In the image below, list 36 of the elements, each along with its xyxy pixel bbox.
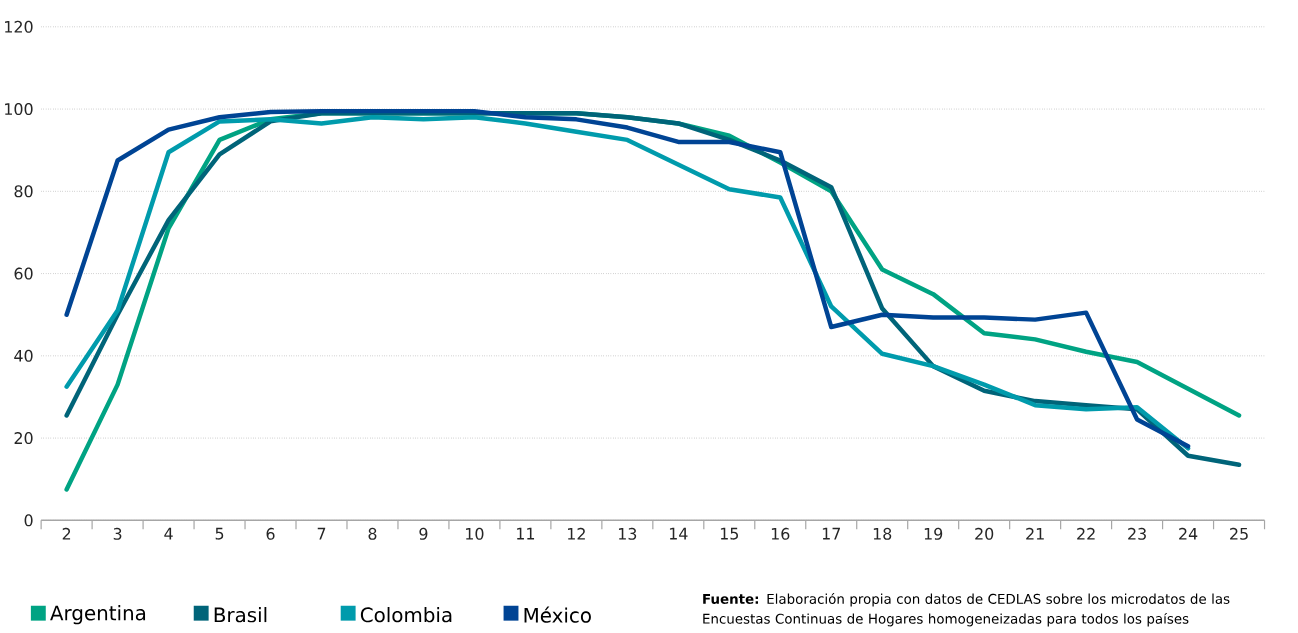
legend-label: México [524,606,591,623]
y-tick-label: 0 [24,514,33,527]
x-tick-label: 11 [517,528,535,540]
x-tick-label: 12 [568,528,585,540]
x-tick-label: 9 [419,528,428,541]
legend-label: Colombia [360,607,452,623]
x-tick-label: 15 [720,528,739,540]
x-tick-label: 2 [62,528,71,540]
legend-label: Brasil [214,607,267,623]
x-tick-label: 10 [466,528,484,541]
x-tick-label: 19 [924,528,943,541]
y-tick-label: 20 [14,432,33,445]
x-tick-label: 17 [822,528,840,540]
x-tick-label: 13 [618,528,637,541]
y-tick-label: 40 [14,350,33,363]
x-tick-label: 4 [164,528,173,540]
legend-label: Argentina [50,605,146,625]
x-tick-label: 6 [266,528,275,541]
y-tick-label: 120 [5,21,33,34]
x-tick-label: 22 [1077,528,1095,540]
x-tick-label: 20 [975,528,994,541]
text: Fuente: Elaboración propia con datos de CEDLAS sobre los microdatos de las Encuestas Continuas de Hogares homogeneizadas para todos los países [703,593,1230,627]
x-tick-label: 3 [113,528,122,541]
x-tick-label: 23 [1128,528,1146,541]
y-tick-label: 100 [5,103,33,116]
x-tick-label: 25 [1230,528,1248,541]
y-tick-label: 60 [14,267,33,280]
x-tick-label: 14 [669,528,688,540]
x-tick-label: 7 [317,528,326,540]
x-tick-label: 5 [215,528,224,540]
x-tick-label: 24 [1179,528,1198,540]
x-tick-label: 21 [1026,528,1044,540]
x-tick-label: 8 [368,528,377,541]
x-tick-label: 16 [771,528,790,541]
x-tick-label: 18 [873,528,892,541]
y-tick-label: 80 [14,185,33,198]
